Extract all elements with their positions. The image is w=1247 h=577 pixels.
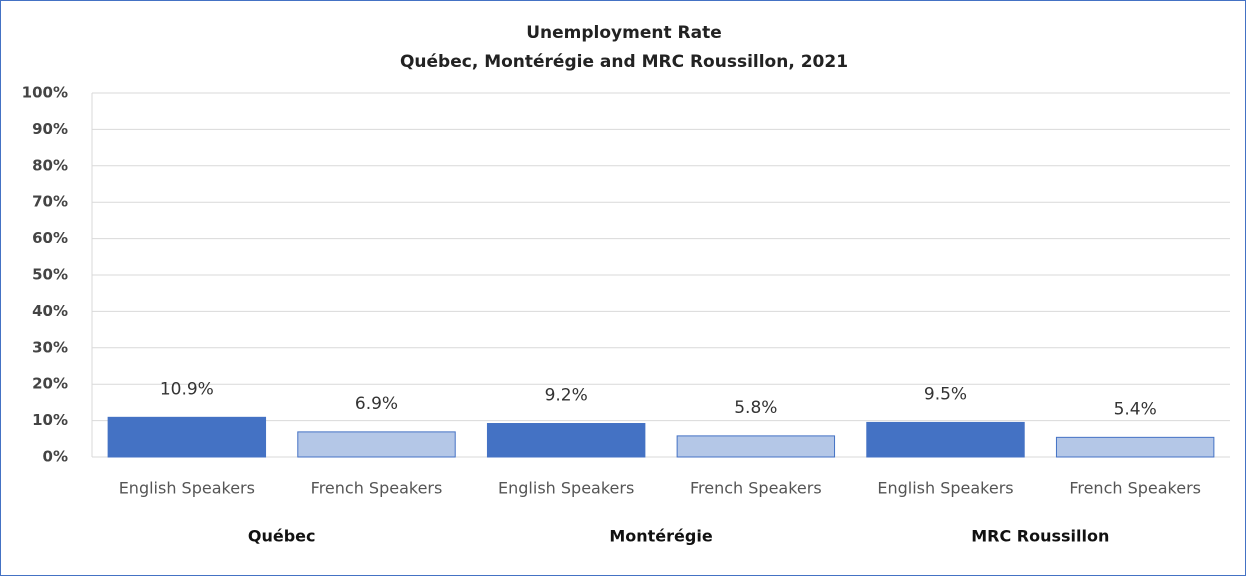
value-label: 5.4% <box>1114 399 1157 419</box>
y-tick-label: 30% <box>32 338 68 356</box>
value-label: 5.8% <box>734 398 777 418</box>
group-label: Montérégie <box>609 527 712 546</box>
bar <box>297 431 456 458</box>
y-tick-label: 20% <box>32 375 68 393</box>
value-label: 9.2% <box>545 386 588 406</box>
x-tick-label: French Speakers <box>311 479 443 498</box>
y-tick-label: 60% <box>32 229 68 247</box>
value-label: 6.9% <box>355 394 398 414</box>
x-tick-label: French Speakers <box>1069 479 1201 498</box>
y-tick-label: 0% <box>43 448 68 466</box>
group-label: MRC Roussillon <box>971 527 1109 546</box>
y-tick-label: 90% <box>32 120 68 138</box>
x-tick-label: French Speakers <box>690 479 822 498</box>
x-tick-label: English Speakers <box>119 479 255 498</box>
bar <box>107 416 267 458</box>
y-tick-label: 40% <box>32 302 68 320</box>
bar <box>1055 436 1215 458</box>
bar <box>866 421 1025 458</box>
value-label: 10.9% <box>160 379 214 399</box>
bar <box>486 423 646 458</box>
x-tick-label: English Speakers <box>877 479 1013 498</box>
group-label: Québec <box>248 527 316 546</box>
y-tick-label: 70% <box>32 193 68 211</box>
bar <box>676 435 836 458</box>
chart-title: Unemployment Rate <box>526 23 722 43</box>
x-tick-label: English Speakers <box>498 479 634 498</box>
y-tick-label: 100% <box>22 84 68 102</box>
value-label: 9.5% <box>924 384 967 404</box>
y-tick-label: 10% <box>32 411 68 429</box>
y-tick-label: 80% <box>32 156 68 174</box>
chart-subtitle: Québec, Montérégie and MRC Roussillon, 2… <box>400 52 848 72</box>
y-tick-label: 50% <box>32 266 68 284</box>
